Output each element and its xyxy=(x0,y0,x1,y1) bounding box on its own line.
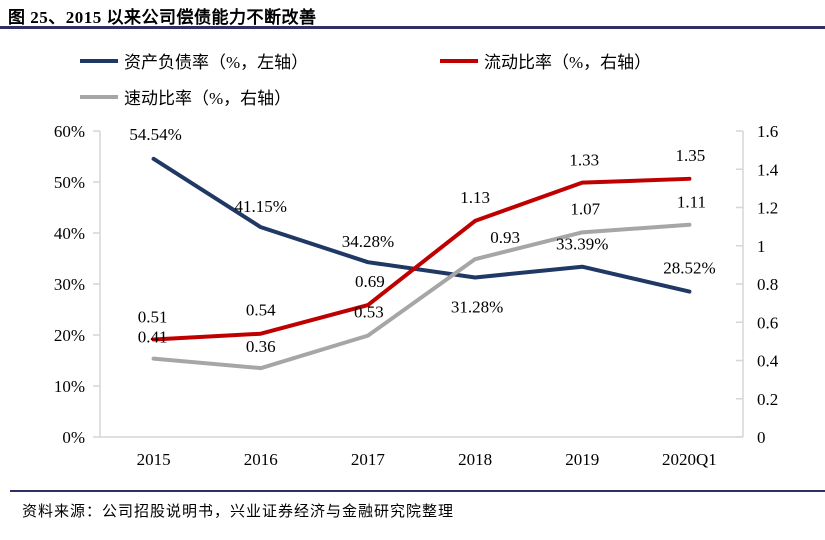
x-axis-label: 2015 xyxy=(137,450,171,469)
data-label-series-2: 0.53 xyxy=(354,303,384,322)
chart-legend: 资产负债率（%，左轴） 流动比率（%，右轴） 速动比率（%，右轴） xyxy=(0,46,825,122)
right-axis-tick-label: 1.4 xyxy=(757,160,779,179)
legend-label: 流动比率（%，右轴） xyxy=(484,53,652,72)
right-axis-tick-label: 1 xyxy=(757,237,766,256)
data-label-series-2: 0.36 xyxy=(246,337,276,356)
right-axis-tick-label: 0 xyxy=(757,428,766,447)
data-label-series-2: 0.41 xyxy=(138,328,168,347)
data-label-series-0: 31.28% xyxy=(451,297,503,316)
legend-line-marker-red xyxy=(440,58,478,63)
line-chart: 0% 10% 20% 30% 40% 50% 60% 0 0.2 0.4 0.6 0.8 1 1.2 1.4… xyxy=(0,120,825,480)
right-axis-tick-label: 0.8 xyxy=(757,275,778,294)
left-axis-tick-label: 10% xyxy=(54,377,85,396)
x-axis-label: 2017 xyxy=(351,450,386,469)
left-axis-tick-label: 60% xyxy=(54,122,85,141)
data-label-series-1: 1.35 xyxy=(676,146,706,165)
right-axis-tick-label: 1.2 xyxy=(757,199,778,218)
data-label-series-1: 0.54 xyxy=(246,301,276,320)
data-label-series-1: 0.51 xyxy=(138,307,168,326)
data-label-series-0: 28.52% xyxy=(663,259,715,278)
data-label-series-1: 1.13 xyxy=(460,188,490,207)
left-axis-tick-label: 20% xyxy=(54,326,85,345)
left-axis-tick-label: 50% xyxy=(54,173,85,192)
data-label-series-0: 34.28% xyxy=(342,232,394,251)
source-note: 资料来源：公司招股说明书，兴业证券经济与金融研究院整理 xyxy=(22,504,455,520)
legend-label: 速动比率（%，右轴） xyxy=(124,89,292,108)
data-label-series-0: 54.54% xyxy=(129,125,181,144)
x-axis-label: 2020Q1 xyxy=(662,450,717,469)
data-label-series-2: 1.11 xyxy=(677,193,706,212)
left-axis-tick-label: 30% xyxy=(54,275,85,294)
series-line-2 xyxy=(151,222,692,371)
series-line-1 xyxy=(151,176,692,342)
series-line-0 xyxy=(151,156,692,294)
x-axis-label: 2019 xyxy=(565,450,599,469)
data-label-series-1: 1.33 xyxy=(569,151,599,170)
data-label-series-1: 0.69 xyxy=(355,272,385,291)
right-axis-tick-label: 0.2 xyxy=(757,390,778,409)
footer-divider xyxy=(10,490,825,492)
figure-title: 图 25、2015 以来公司偿债能力不断改善 xyxy=(8,8,317,27)
legend-line-marker-navy xyxy=(80,58,118,63)
right-axis-tick-label: 0.6 xyxy=(757,313,778,332)
legend-item-debt-ratio: 资产负债率（%，左轴） xyxy=(80,48,308,73)
left-axis-tick-label: 0% xyxy=(62,428,85,447)
data-label-series-0: 41.15% xyxy=(235,197,287,216)
legend-label: 资产负债率（%，左轴） xyxy=(124,53,309,72)
data-label-series-2: 0.93 xyxy=(490,228,520,247)
right-axis-tick-label: 1.6 xyxy=(757,122,778,141)
title-divider xyxy=(0,26,825,29)
legend-line-marker-gray xyxy=(80,94,118,99)
data-label-series-2: 1.07 xyxy=(570,199,600,218)
chart-canvas: 0% 10% 20% 30% 40% 50% 60% 0 0.2 0.4 0.6 0.8 1 1.2 1.4… xyxy=(54,122,779,469)
left-axis-tick-label: 40% xyxy=(54,224,85,243)
right-axis-tick-label: 0.4 xyxy=(757,352,779,371)
x-axis-label: 2016 xyxy=(244,450,278,469)
legend-item-quick-ratio: 速动比率（%，右轴） xyxy=(80,84,291,109)
data-label-series-0: 33.39% xyxy=(556,235,608,254)
legend-item-current-ratio: 流动比率（%，右轴） xyxy=(440,48,651,73)
x-axis-label: 2018 xyxy=(458,450,492,469)
